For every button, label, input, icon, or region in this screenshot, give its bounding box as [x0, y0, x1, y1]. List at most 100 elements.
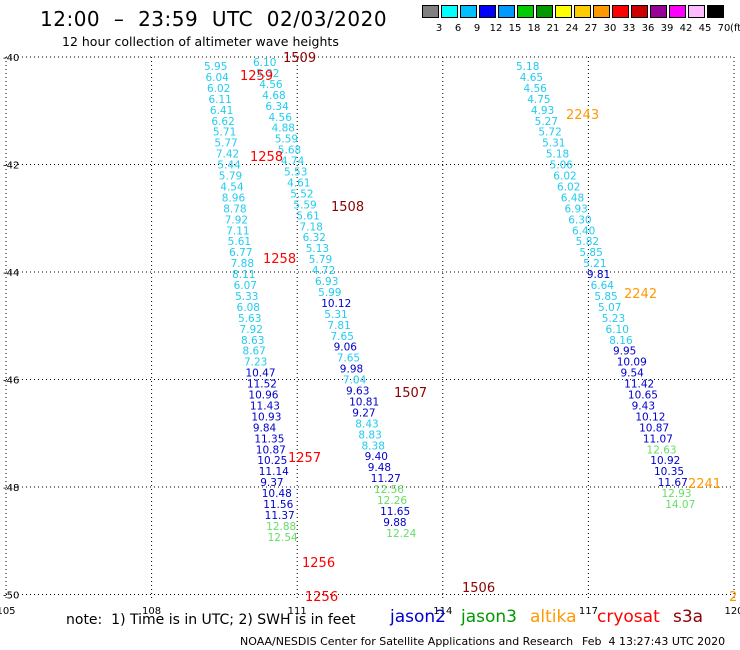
wave-height-value: 11.65 — [380, 506, 410, 518]
wave-height-value: 12.93 — [661, 488, 691, 500]
generation-timestamp: Feb 4 13:27:43 UTC 2020 — [582, 635, 726, 648]
wave-height-value: 5.85 — [594, 291, 617, 303]
pass-time-label: 1258 — [250, 150, 283, 165]
wave-height-value: 11.43 — [250, 400, 280, 412]
pass-time-label: 1509 — [283, 51, 316, 66]
wave-height-value: 6.93 — [315, 276, 338, 288]
pass-time-label: 2242 — [624, 287, 657, 302]
wave-height-value: 11.56 — [263, 499, 293, 511]
wave-height-value: 10.47 — [245, 368, 275, 380]
wave-height-value: 10.12 — [321, 298, 351, 310]
wave-height-value: 7.11 — [226, 225, 249, 237]
y-tick-label: -48 — [3, 483, 19, 494]
x-tick-label: 108 — [142, 606, 161, 617]
x-tick-label: 114 — [433, 606, 452, 617]
wave-height-value: 5.95 — [204, 61, 227, 73]
wave-height-value: 8.63 — [241, 335, 264, 347]
wave-height-value: 10.92 — [650, 455, 680, 467]
legend-label: 33 — [622, 23, 636, 34]
pass-time-label: 2243 — [566, 108, 599, 123]
wave-height-value: 5.79 — [219, 171, 242, 183]
wave-height-value: 10.96 — [248, 390, 278, 402]
wave-height-value: 6.62 — [211, 116, 234, 128]
wave-height-value: 5.21 — [583, 258, 606, 270]
pass-time-label: 2 — [729, 590, 737, 605]
wave-height-value: 10.81 — [349, 396, 379, 408]
wave-height-value: 5.32 — [256, 68, 279, 80]
y-tick-label: -50 — [3, 591, 19, 602]
pass-time-label: 2241 — [688, 477, 721, 492]
wave-height-value: 5.85 — [579, 247, 602, 259]
legend-swatch — [688, 5, 705, 18]
legend-swatch — [650, 5, 667, 18]
wave-height-value: 7.04 — [343, 375, 367, 387]
wave-height-value: 5.71 — [213, 127, 236, 139]
wave-height-value: 9.63 — [346, 386, 369, 398]
legend-swatch — [707, 5, 724, 18]
wave-height-value: 11.67 — [658, 477, 688, 489]
wave-height-value: 4.88 — [272, 123, 295, 135]
wave-height-value: 8.96 — [222, 192, 246, 204]
wave-height-value: 5.31 — [324, 309, 347, 321]
wave-height-value: 5.79 — [309, 254, 332, 266]
wave-height-value: 4.75 — [527, 94, 550, 106]
wave-height-value: 5.23 — [602, 313, 625, 325]
wave-height-value: 5.82 — [576, 236, 599, 248]
wave-height-value: 8.78 — [223, 203, 246, 215]
wave-height-value: 11.27 — [371, 473, 401, 485]
wave-height-value: 5.77 — [214, 138, 237, 150]
wave-height-value: 7.18 — [300, 221, 323, 233]
wave-height-value: 9.37 — [260, 477, 283, 489]
satellite-label-altika: altika — [530, 607, 577, 627]
wave-height-value: 7.81 — [327, 320, 350, 332]
wave-height-value: 6.30 — [568, 214, 591, 226]
pass-time-label: 1508 — [331, 200, 364, 215]
wave-height-value: 4.68 — [262, 90, 285, 102]
wave-height-value: 5.31 — [542, 138, 565, 150]
legend-label: 15 — [508, 23, 522, 34]
legend-swatch — [441, 5, 458, 18]
y-tick-label: -44 — [3, 268, 19, 279]
wave-height-value: 6.40 — [572, 225, 595, 237]
wave-height-value: 5.18 — [546, 149, 569, 161]
wave-height-value: 5.06 — [550, 160, 574, 172]
legend-unit: (ft) — [730, 23, 740, 34]
wave-height-value: 10.87 — [256, 444, 286, 456]
wave-height-value: 10.93 — [251, 411, 281, 423]
wave-height-value: 5.99 — [318, 287, 341, 299]
wave-height-value: 10.09 — [617, 357, 647, 369]
wave-height-value: 5.13 — [306, 243, 329, 255]
wave-height-value: 9.54 — [620, 368, 644, 380]
wave-height-value: 10.12 — [635, 411, 665, 423]
credit-text: NOAA/NESDIS Center for Satellite Applica… — [240, 635, 574, 648]
wave-height-value: 5.27 — [535, 116, 558, 128]
wave-height-value: 8.38 — [362, 440, 385, 452]
wave-height-value: 7.92 — [240, 324, 263, 336]
wave-height-value: 14.07 — [665, 499, 695, 511]
wave-height-value: 5.72 — [538, 127, 561, 139]
legend-label: 30 — [603, 23, 617, 34]
wave-height-value: 7.42 — [216, 149, 239, 161]
legend-label: 6 — [454, 23, 462, 34]
wave-height-value: 5.52 — [290, 188, 313, 200]
wave-height-value: 11.07 — [643, 433, 673, 445]
wave-height-value: 4.72 — [312, 265, 335, 277]
x-tick-label: 105 — [0, 606, 16, 617]
wave-height-value: 4.61 — [287, 177, 310, 189]
wave-height-value: 5.44 — [217, 160, 241, 172]
wave-height-value: 5.33 — [235, 291, 258, 303]
wave-height-value: 10.25 — [257, 455, 287, 467]
wave-height-value: 9.98 — [340, 364, 363, 376]
wave-height-value: 7.88 — [231, 258, 254, 270]
wave-height-value: 6.93 — [564, 203, 587, 215]
wave-height-value: 6.10 — [253, 57, 276, 69]
footer-note: note: 1) Time is in UTC; 2) SWH is in fe… — [66, 612, 356, 628]
wave-height-value: 8.67 — [242, 346, 265, 358]
legend-label: 39 — [660, 23, 674, 34]
legend-swatch — [460, 5, 477, 18]
legend-swatch — [479, 5, 496, 18]
chart-subtitle: 12 hour collection of altimeter wave hei… — [62, 34, 339, 49]
satellite-label-s3a: s3a — [673, 607, 704, 627]
wave-height-value: 6.64 — [591, 280, 615, 292]
wave-height-value: 4.54 — [220, 181, 244, 193]
